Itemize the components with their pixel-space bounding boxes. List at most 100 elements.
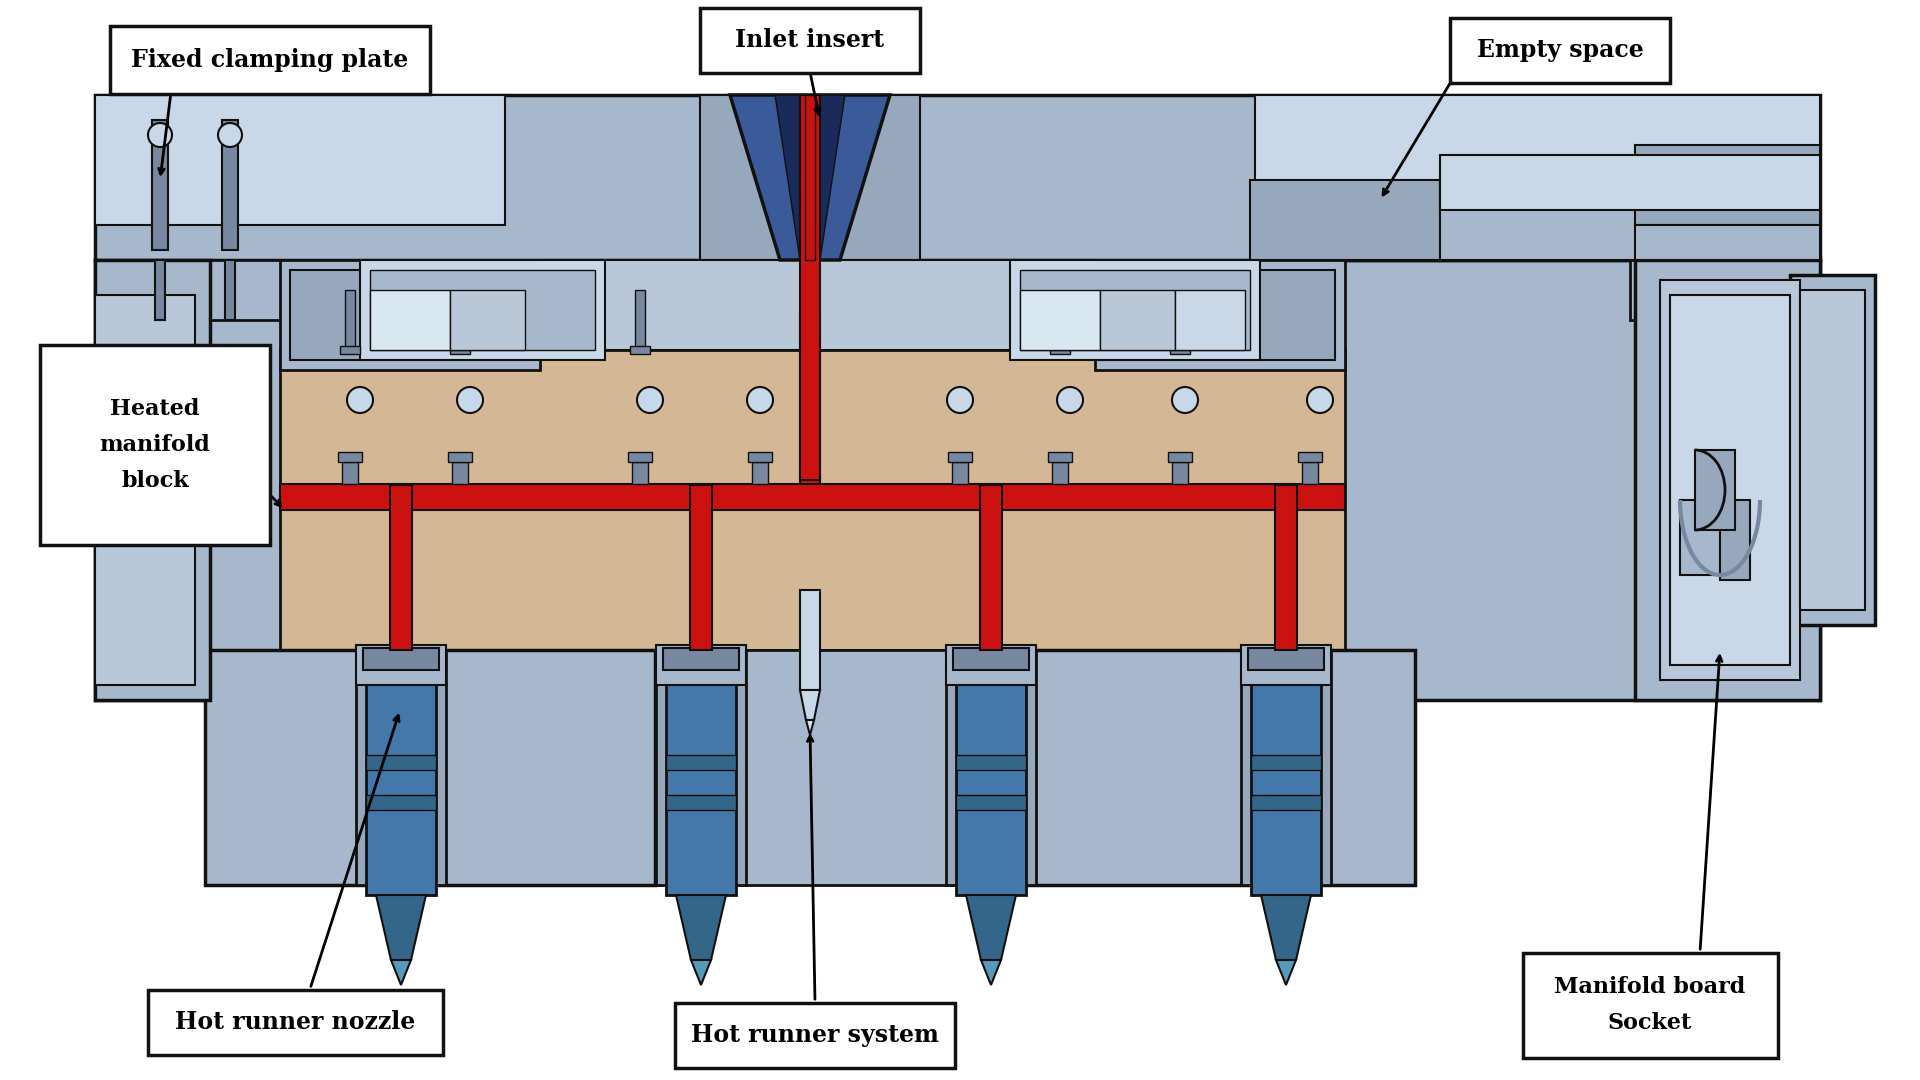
Bar [280,260,540,370]
Polygon shape [1277,960,1296,985]
Bar [952,462,968,484]
Bar [371,270,595,350]
Bar [804,95,814,260]
Circle shape [1058,387,1083,413]
Polygon shape [776,95,845,260]
Bar [1298,453,1323,462]
Circle shape [947,387,973,413]
Bar [1171,462,1188,484]
Bar [689,485,712,650]
Bar [1720,500,1749,580]
Bar [666,665,735,895]
Bar [94,260,290,320]
Bar [156,260,165,320]
Bar [956,755,1025,770]
Polygon shape [691,960,710,985]
Bar [1048,453,1071,462]
Bar [94,95,1820,260]
Bar [280,484,1346,510]
Bar [966,650,1415,885]
Bar [947,650,1037,885]
Bar [205,650,655,885]
Bar [952,648,1029,670]
Bar [1670,295,1789,665]
Bar [340,346,361,354]
Bar [367,795,436,810]
Circle shape [747,387,774,413]
Text: Hot runner nozzle: Hot runner nozzle [175,1010,415,1034]
Bar [451,462,468,484]
Polygon shape [392,960,411,985]
Bar [1275,485,1298,650]
Bar [223,120,238,249]
Bar [540,260,1094,350]
Bar [657,650,747,885]
Bar [956,665,1025,895]
Bar [148,989,442,1054]
Bar [801,95,820,480]
Bar [94,260,209,700]
Bar [1100,270,1334,360]
Bar [1252,755,1321,770]
Bar [1050,346,1069,354]
Bar [1240,650,1331,885]
Bar [447,453,472,462]
Polygon shape [981,960,1000,985]
Bar [956,795,1025,810]
Bar [1250,180,1440,260]
Polygon shape [676,895,726,960]
Bar [342,462,357,484]
Polygon shape [376,895,426,960]
Bar [371,291,449,350]
Bar [346,291,355,350]
Bar [979,485,1002,650]
Bar [355,650,445,885]
Bar [1636,145,1820,225]
Circle shape [148,123,173,147]
Bar [1020,291,1100,350]
Bar [1175,291,1185,350]
Bar [355,645,445,685]
Bar [632,462,649,484]
Bar [1523,953,1778,1057]
Bar [290,270,530,360]
Bar [390,485,413,650]
Text: Inlet insert: Inlet insert [735,28,885,52]
Circle shape [348,387,372,413]
Bar [1440,180,1820,260]
Polygon shape [966,895,1016,960]
Bar [701,8,920,72]
Bar [630,346,651,354]
Bar [94,260,1820,700]
Text: Manifold board
Socket: Manifold board Socket [1555,976,1745,1034]
Bar [1440,156,1820,210]
Bar [1661,280,1801,680]
Bar [455,291,465,350]
Bar [655,650,966,885]
Bar [1302,462,1317,484]
Bar [1248,648,1325,670]
Bar [1636,465,1820,700]
Bar [1010,260,1260,360]
Bar [1630,260,1820,320]
Bar [225,260,234,320]
Bar [363,648,440,670]
Bar [1100,291,1175,350]
Bar [94,465,205,700]
Bar [109,26,430,94]
Polygon shape [1261,895,1311,960]
Polygon shape [730,95,891,260]
Bar [1636,225,1820,260]
Bar [449,291,524,350]
Text: Fixed clamping plate: Fixed clamping plate [131,48,409,72]
Bar [361,260,605,360]
Bar [1789,275,1876,625]
Bar [947,645,1037,685]
Polygon shape [801,690,820,720]
Bar [1450,17,1670,82]
Bar [449,346,470,354]
Bar [40,345,271,545]
Bar [1636,260,1820,700]
Circle shape [457,387,484,413]
Bar [367,665,436,895]
